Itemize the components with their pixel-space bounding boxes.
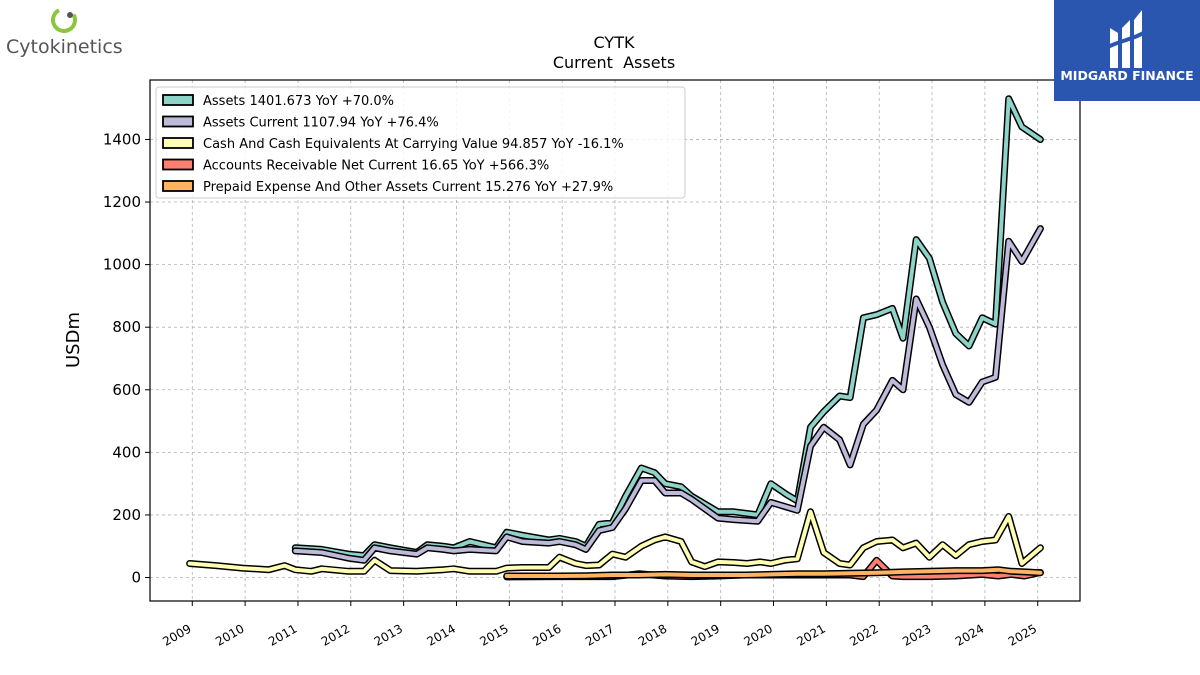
legend: Assets 1401.673 YoY +70.0% Assets Current…: [155, 86, 686, 199]
x-tick-label: 2020: [742, 621, 775, 648]
midgard-logo-mark: [1105, 10, 1150, 68]
y-tick-label: 1000: [103, 256, 141, 274]
series-line: [187, 509, 1043, 574]
x-tick-label: 2016: [530, 621, 563, 648]
x-tick-label: 2023: [900, 621, 933, 648]
y-tick-label: 200: [112, 506, 141, 524]
legend-entry: Assets 1401.673 YoY +70.0%: [203, 94, 394, 109]
cytokinetics-logo-mark: [51, 6, 77, 33]
y-axis-label: USDm: [63, 312, 84, 368]
y-tick-label: 800: [112, 318, 141, 336]
series-line: [293, 226, 1043, 563]
series-5: [503, 566, 1044, 580]
x-tick-label: 2011: [266, 621, 299, 648]
x-tick-label: 2012: [319, 621, 352, 648]
legend-swatch: [162, 180, 194, 192]
legend-swatch: [162, 158, 194, 171]
series-3: [186, 508, 1044, 575]
legend-swatch: [162, 137, 194, 149]
x-tick-label: 2019: [689, 621, 722, 648]
y-tick-label: 600: [112, 381, 141, 399]
x-tick-label: 2021: [794, 621, 827, 648]
legend-entry: Accounts Receivable Net Current 16.65 Yo…: [203, 159, 549, 174]
y-tick-label: 0: [131, 569, 141, 587]
y-tick-label: 1200: [103, 193, 141, 211]
legend-box: [155, 86, 686, 199]
x-tick-label: 2015: [477, 621, 510, 648]
midgard-finance-name: MIDGARD FINANCE: [1060, 68, 1194, 83]
x-tick-label: 2014: [425, 621, 458, 648]
series-layer: [186, 95, 1044, 581]
chart-title: CYTK: [594, 33, 635, 52]
midgard-finance-logo: MIDGARD FINANCE: [1054, 0, 1200, 101]
x-tick-label: 2018: [636, 621, 669, 648]
legend-swatch: [162, 115, 194, 128]
legend-entry: Cash And Cash Equivalents At Carrying Va…: [203, 137, 624, 152]
cytokinetics-logo-text: Cytokinetics: [6, 36, 123, 58]
series-2: [291, 225, 1044, 564]
chart-subtitle: Current Assets: [553, 53, 675, 72]
y-tick-label: 400: [112, 443, 141, 461]
legend-entry: Assets Current 1107.94 YoY +76.4%: [203, 116, 439, 131]
legend-entry: Prepaid Expense And Other Assets Current…: [203, 180, 613, 195]
x-tick-label: 2010: [213, 621, 246, 648]
y-tick-label: 1400: [103, 130, 141, 148]
series-line: [504, 567, 1043, 578]
legend-swatch: [162, 94, 194, 106]
x-tick-label: 2017: [583, 621, 616, 648]
x-tick-label: 2013: [372, 621, 405, 648]
x-tick-label: 2009: [160, 621, 193, 648]
x-tick-label: 2022: [847, 621, 880, 648]
x-tick-label: 2024: [953, 621, 986, 648]
x-tick-label: 2025: [1006, 621, 1039, 648]
